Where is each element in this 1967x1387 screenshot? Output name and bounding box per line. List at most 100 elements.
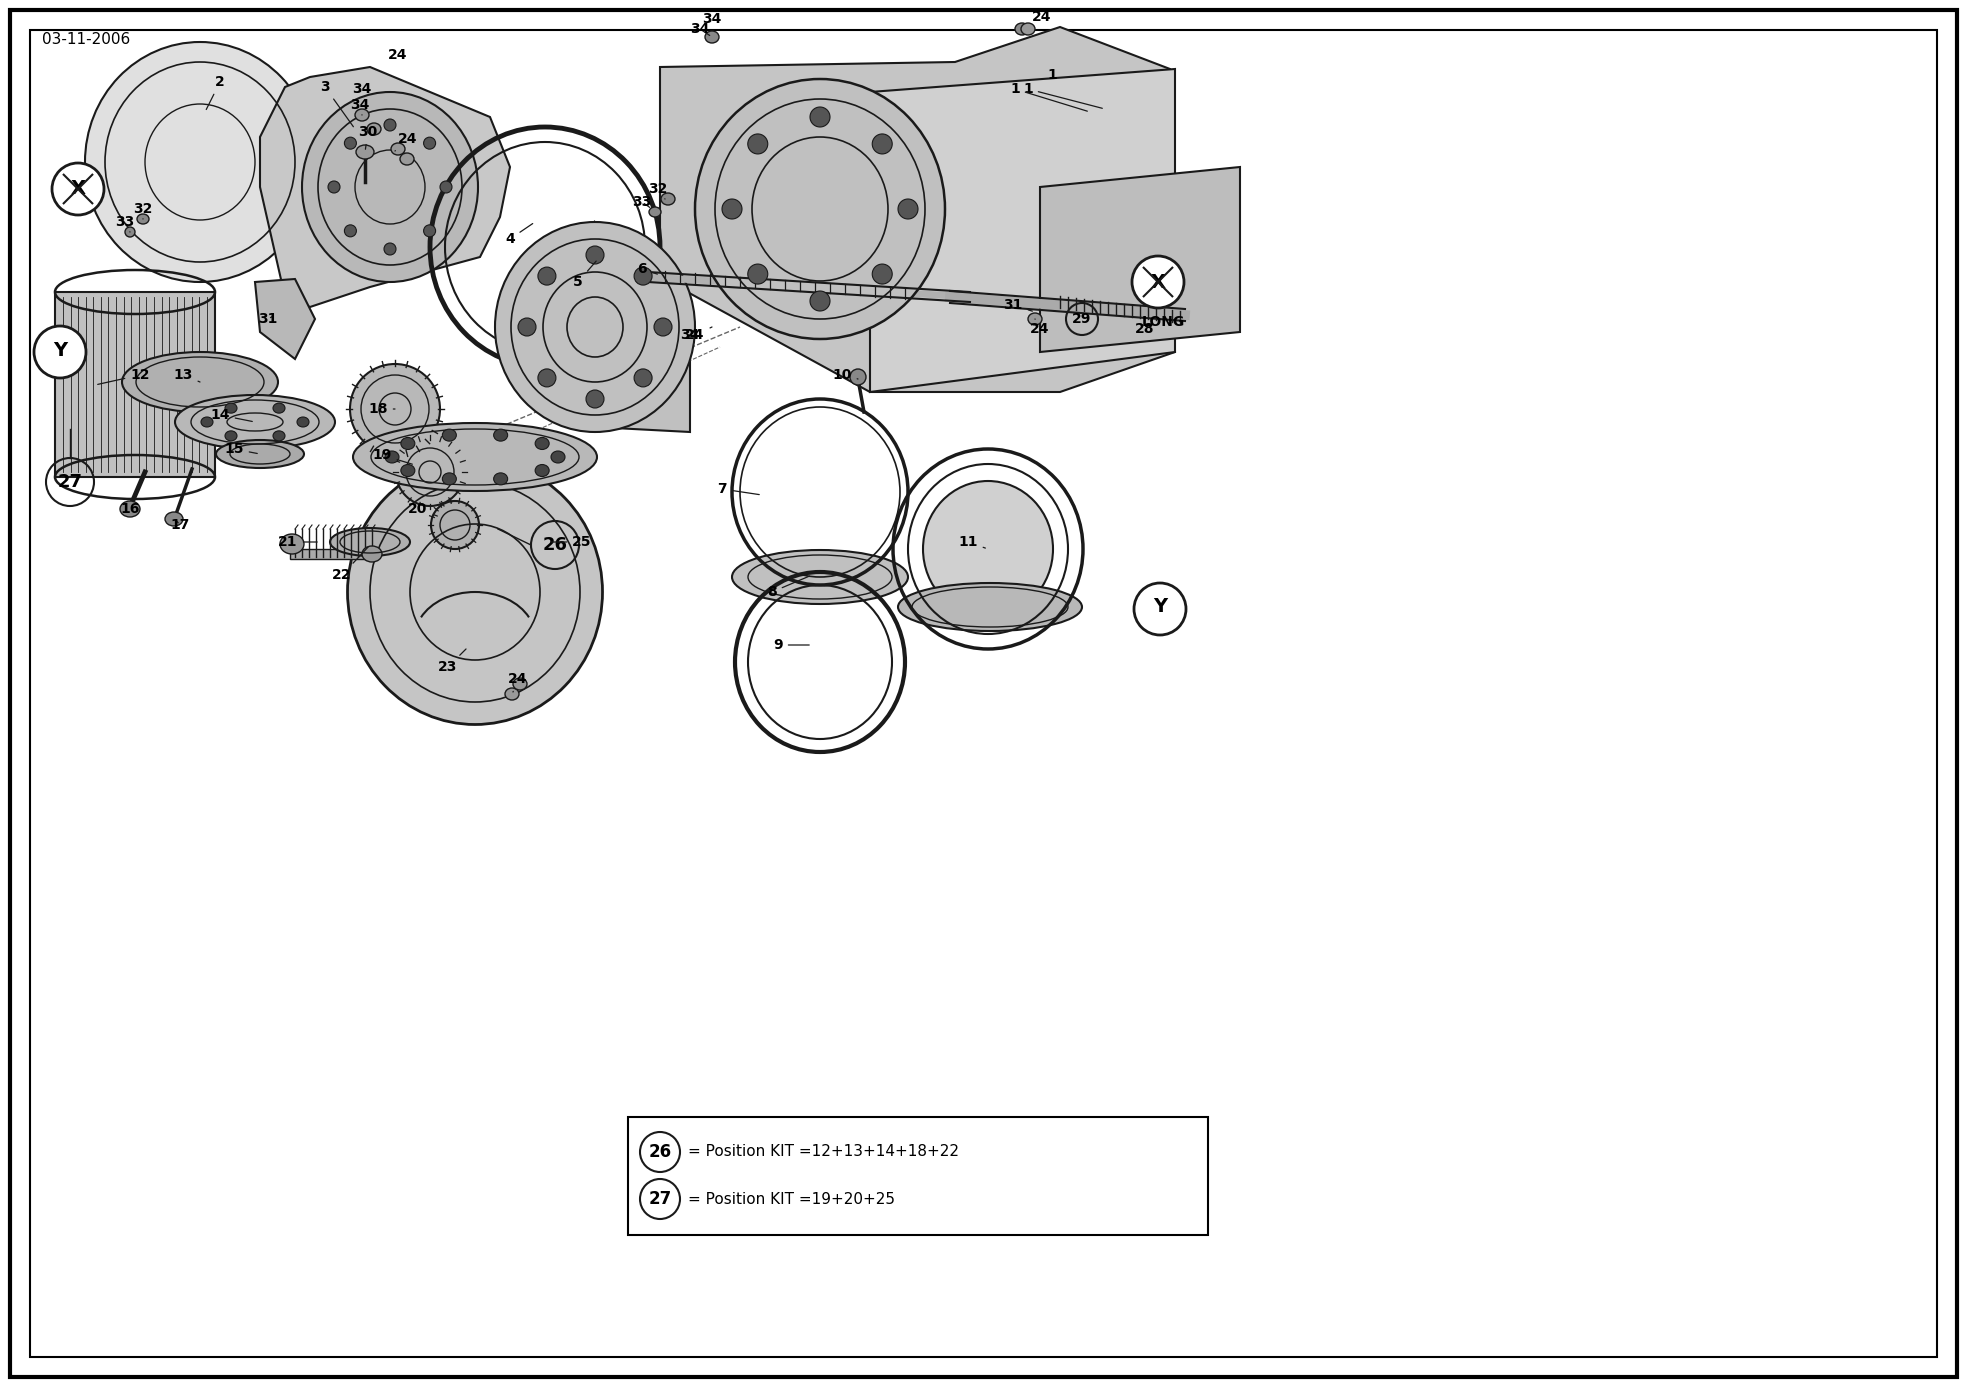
Ellipse shape — [871, 135, 893, 154]
Text: 10: 10 — [832, 368, 858, 381]
Text: 31: 31 — [258, 312, 277, 326]
Ellipse shape — [384, 243, 395, 255]
Text: 34: 34 — [350, 98, 370, 115]
Text: 31: 31 — [1003, 298, 1033, 312]
Ellipse shape — [138, 214, 149, 223]
Text: 15: 15 — [224, 442, 258, 456]
Polygon shape — [289, 549, 376, 559]
Ellipse shape — [356, 146, 374, 160]
Ellipse shape — [747, 264, 767, 284]
Ellipse shape — [216, 440, 305, 467]
Text: 18: 18 — [368, 402, 395, 416]
Text: 4: 4 — [506, 223, 533, 245]
Ellipse shape — [328, 180, 340, 193]
Ellipse shape — [633, 369, 653, 387]
Ellipse shape — [517, 318, 535, 336]
Text: 27: 27 — [649, 1190, 671, 1208]
Ellipse shape — [423, 137, 435, 150]
Ellipse shape — [344, 137, 356, 150]
Text: 34: 34 — [702, 12, 722, 26]
Ellipse shape — [344, 225, 356, 237]
Ellipse shape — [391, 143, 405, 155]
Ellipse shape — [494, 429, 507, 441]
Circle shape — [51, 164, 104, 215]
Circle shape — [33, 326, 87, 379]
Ellipse shape — [386, 451, 399, 463]
Ellipse shape — [649, 207, 661, 216]
Ellipse shape — [722, 198, 742, 219]
Text: 27: 27 — [57, 473, 83, 491]
Text: 23: 23 — [439, 649, 466, 674]
Text: 3: 3 — [321, 80, 354, 126]
Ellipse shape — [747, 135, 767, 154]
Text: 24: 24 — [1031, 319, 1050, 336]
Ellipse shape — [224, 431, 236, 441]
Ellipse shape — [279, 534, 305, 553]
Text: 24: 24 — [1033, 10, 1052, 24]
Ellipse shape — [653, 318, 673, 336]
Ellipse shape — [551, 451, 565, 463]
Ellipse shape — [443, 473, 456, 485]
Ellipse shape — [537, 369, 557, 387]
Polygon shape — [260, 67, 509, 307]
Ellipse shape — [273, 404, 285, 413]
Text: = Position KIT =12+13+14+18+22: = Position KIT =12+13+14+18+22 — [688, 1144, 960, 1160]
Ellipse shape — [297, 417, 309, 427]
Text: 1: 1 — [1011, 82, 1088, 111]
Ellipse shape — [122, 352, 277, 412]
Text: 30: 30 — [358, 125, 378, 150]
Text: 14: 14 — [210, 408, 252, 422]
Text: 7: 7 — [718, 483, 759, 497]
Ellipse shape — [423, 225, 435, 237]
Text: 29: 29 — [1072, 312, 1092, 326]
Ellipse shape — [850, 369, 865, 386]
Ellipse shape — [633, 268, 653, 286]
Text: 17: 17 — [171, 517, 189, 533]
Ellipse shape — [401, 465, 415, 477]
Ellipse shape — [732, 551, 909, 603]
Ellipse shape — [899, 583, 1082, 631]
Ellipse shape — [350, 363, 441, 454]
Text: 34: 34 — [352, 82, 372, 96]
FancyBboxPatch shape — [627, 1117, 1208, 1234]
Text: 32: 32 — [134, 203, 153, 219]
Ellipse shape — [175, 395, 334, 449]
Ellipse shape — [899, 198, 919, 219]
Text: 2: 2 — [207, 75, 224, 110]
Text: 11: 11 — [958, 535, 985, 549]
Ellipse shape — [704, 31, 720, 43]
Ellipse shape — [586, 390, 604, 408]
Circle shape — [1135, 583, 1186, 635]
Ellipse shape — [224, 404, 236, 413]
Text: 24: 24 — [507, 671, 527, 692]
Ellipse shape — [1021, 24, 1035, 35]
Ellipse shape — [126, 227, 136, 237]
Text: 34: 34 — [690, 22, 710, 36]
Ellipse shape — [401, 437, 415, 449]
Ellipse shape — [348, 459, 602, 724]
Polygon shape — [55, 293, 214, 477]
Ellipse shape — [441, 180, 452, 193]
Text: X: X — [1151, 272, 1166, 291]
Ellipse shape — [513, 678, 527, 689]
Ellipse shape — [1029, 313, 1043, 325]
Ellipse shape — [810, 291, 830, 311]
Text: Y: Y — [1153, 598, 1166, 616]
Ellipse shape — [431, 501, 480, 549]
Text: 28: 28 — [1135, 319, 1161, 336]
Polygon shape — [661, 26, 1174, 393]
Text: 13: 13 — [173, 368, 201, 381]
Ellipse shape — [586, 245, 604, 264]
Ellipse shape — [395, 438, 464, 506]
Text: 26: 26 — [649, 1143, 671, 1161]
Ellipse shape — [496, 222, 694, 431]
Polygon shape — [1041, 166, 1239, 352]
Text: 24: 24 — [685, 327, 712, 343]
Text: 9: 9 — [773, 638, 808, 652]
Ellipse shape — [694, 79, 944, 338]
Ellipse shape — [399, 153, 413, 165]
Text: 12: 12 — [98, 368, 149, 384]
Ellipse shape — [362, 546, 382, 562]
Text: 19: 19 — [372, 448, 413, 465]
Text: 33: 33 — [631, 196, 651, 209]
